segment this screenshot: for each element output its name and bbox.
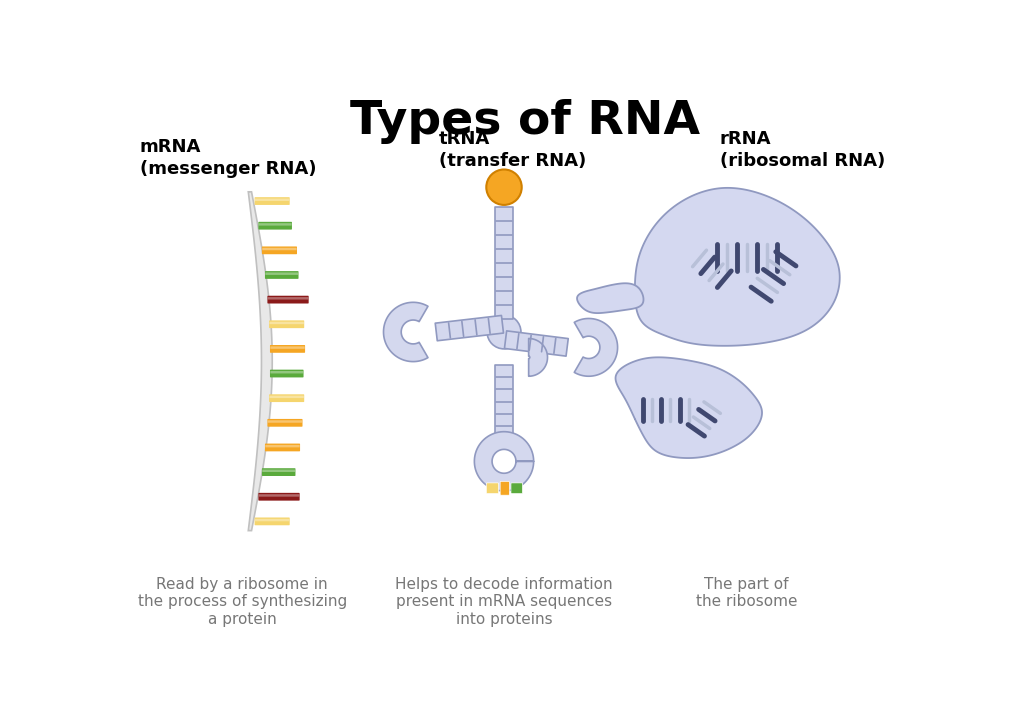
FancyBboxPatch shape [268, 297, 308, 299]
FancyBboxPatch shape [258, 222, 292, 230]
Polygon shape [615, 357, 762, 458]
FancyBboxPatch shape [255, 198, 290, 205]
FancyBboxPatch shape [269, 396, 304, 398]
FancyBboxPatch shape [270, 345, 305, 353]
FancyBboxPatch shape [269, 322, 304, 324]
FancyBboxPatch shape [262, 468, 296, 476]
Text: rRNA
(ribosomal RNA): rRNA (ribosomal RNA) [720, 130, 885, 170]
FancyBboxPatch shape [259, 223, 292, 225]
Text: tRNA
(transfer RNA): tRNA (transfer RNA) [438, 130, 586, 170]
Polygon shape [496, 365, 513, 438]
Polygon shape [574, 319, 617, 376]
FancyBboxPatch shape [265, 271, 299, 279]
FancyBboxPatch shape [262, 247, 297, 255]
FancyBboxPatch shape [259, 494, 299, 497]
FancyBboxPatch shape [262, 248, 297, 250]
Polygon shape [384, 302, 428, 361]
FancyBboxPatch shape [265, 443, 300, 451]
FancyBboxPatch shape [270, 369, 303, 377]
FancyBboxPatch shape [270, 371, 303, 374]
Text: mRNA
(messenger RNA): mRNA (messenger RNA) [140, 138, 316, 178]
FancyBboxPatch shape [267, 296, 308, 304]
Polygon shape [474, 431, 534, 491]
Polygon shape [496, 207, 513, 319]
FancyBboxPatch shape [255, 519, 290, 521]
FancyBboxPatch shape [265, 445, 300, 447]
FancyBboxPatch shape [269, 394, 304, 402]
Text: Read by a ribosome in
the process of synthesizing
a protein: Read by a ribosome in the process of syn… [137, 577, 347, 627]
Text: Helps to decode information
present in mRNA sequences
into proteins: Helps to decode information present in m… [395, 577, 612, 627]
FancyBboxPatch shape [269, 320, 304, 328]
Polygon shape [248, 192, 272, 530]
Polygon shape [505, 331, 568, 356]
Polygon shape [435, 315, 504, 341]
Text: Types of RNA: Types of RNA [350, 99, 699, 145]
FancyBboxPatch shape [500, 481, 509, 496]
FancyBboxPatch shape [262, 470, 295, 472]
FancyBboxPatch shape [486, 483, 499, 493]
Polygon shape [635, 188, 840, 346]
Polygon shape [528, 339, 548, 376]
FancyBboxPatch shape [255, 518, 290, 525]
Text: The part of
the ribosome: The part of the ribosome [696, 577, 798, 609]
FancyBboxPatch shape [267, 419, 302, 426]
FancyBboxPatch shape [258, 493, 300, 501]
FancyBboxPatch shape [255, 198, 290, 201]
FancyBboxPatch shape [268, 420, 302, 423]
FancyBboxPatch shape [265, 272, 298, 275]
FancyBboxPatch shape [511, 483, 522, 493]
Polygon shape [578, 283, 643, 313]
Circle shape [486, 170, 521, 205]
Circle shape [487, 315, 521, 349]
FancyBboxPatch shape [270, 347, 305, 349]
